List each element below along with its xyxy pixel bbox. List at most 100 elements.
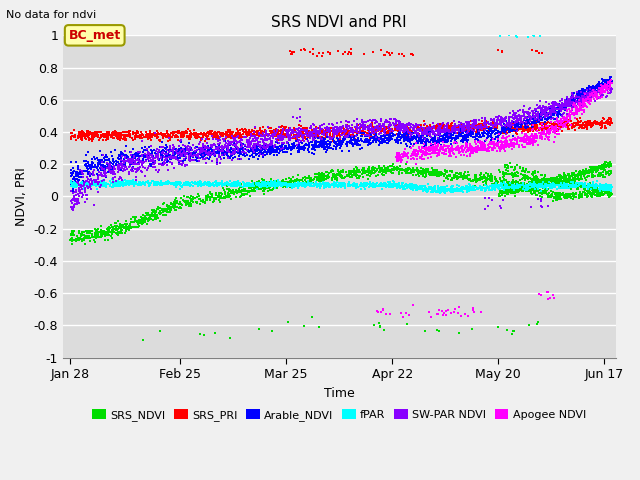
fPAR xyxy=(159,180,170,187)
SRS_PRI xyxy=(387,132,397,140)
SW-PAR NDVI xyxy=(444,128,454,135)
SRS_PRI xyxy=(493,128,503,135)
Apogee NDVI xyxy=(434,147,444,155)
SRS_NDVI xyxy=(155,204,165,212)
SW-PAR NDVI xyxy=(518,119,528,127)
SRS_NDVI xyxy=(100,228,110,236)
Arable_NDVI xyxy=(363,138,373,145)
Arable_NDVI xyxy=(605,74,615,82)
SW-PAR NDVI xyxy=(291,125,301,133)
Arable_NDVI xyxy=(200,152,211,159)
Apogee NDVI xyxy=(597,82,607,90)
SRS_PRI xyxy=(587,121,597,129)
Arable_NDVI xyxy=(304,143,314,151)
Apogee NDVI xyxy=(501,143,511,151)
fPAR xyxy=(97,179,107,186)
fPAR xyxy=(448,182,458,190)
Arable_NDVI xyxy=(330,139,340,146)
Arable_NDVI xyxy=(438,138,448,146)
Apogee NDVI xyxy=(588,89,598,96)
SW-PAR NDVI xyxy=(179,156,189,163)
Arable_NDVI xyxy=(498,124,508,132)
Apogee NDVI xyxy=(437,144,447,152)
fPAR xyxy=(454,187,465,194)
SRS_PRI xyxy=(379,51,389,59)
Arable_NDVI xyxy=(138,148,148,156)
SW-PAR NDVI xyxy=(300,131,310,138)
SRS_NDVI xyxy=(97,231,107,239)
SRS_PRI xyxy=(517,121,527,129)
Arable_NDVI xyxy=(561,102,572,110)
SRS_NDVI xyxy=(600,164,610,171)
SW-PAR NDVI xyxy=(172,149,182,156)
SW-PAR NDVI xyxy=(144,154,154,161)
Arable_NDVI xyxy=(468,131,479,138)
Apogee NDVI xyxy=(492,142,502,150)
SRS_NDVI xyxy=(510,189,520,197)
SRS_NDVI xyxy=(181,201,191,209)
SRS_PRI xyxy=(486,126,497,134)
fPAR xyxy=(340,180,350,188)
SRS_PRI xyxy=(165,133,175,141)
Arable_NDVI xyxy=(371,136,381,144)
Arable_NDVI xyxy=(292,144,302,152)
SRS_NDVI xyxy=(518,184,529,192)
SRS_NDVI xyxy=(516,168,527,175)
SW-PAR NDVI xyxy=(128,165,138,172)
SRS_PRI xyxy=(310,132,320,139)
Arable_NDVI xyxy=(511,123,522,131)
SRS_PRI xyxy=(223,131,234,139)
SRS_NDVI xyxy=(237,187,247,195)
SW-PAR NDVI xyxy=(328,126,338,134)
SRS_NDVI xyxy=(85,237,95,244)
Apogee NDVI xyxy=(424,143,435,151)
Arable_NDVI xyxy=(74,168,84,176)
SW-PAR NDVI xyxy=(504,122,514,130)
fPAR xyxy=(491,179,501,187)
SRS_NDVI xyxy=(319,179,330,187)
SW-PAR NDVI xyxy=(216,159,226,167)
Arable_NDVI xyxy=(436,132,446,140)
fPAR xyxy=(323,180,333,187)
SRS_PRI xyxy=(571,120,581,128)
SRS_NDVI xyxy=(136,218,146,226)
SRS_PRI xyxy=(482,119,492,127)
SW-PAR NDVI xyxy=(575,94,585,101)
Arable_NDVI xyxy=(597,81,607,88)
fPAR xyxy=(190,180,200,188)
SW-PAR NDVI xyxy=(283,133,293,141)
SRS_NDVI xyxy=(394,168,404,176)
SRS_NDVI xyxy=(518,166,528,173)
Arable_NDVI xyxy=(179,156,189,163)
fPAR xyxy=(300,183,310,191)
SW-PAR NDVI xyxy=(223,141,233,148)
SW-PAR NDVI xyxy=(67,199,77,207)
Arable_NDVI xyxy=(536,108,547,116)
SW-PAR NDVI xyxy=(467,123,477,131)
SRS_NDVI xyxy=(104,223,115,231)
Arable_NDVI xyxy=(191,147,201,155)
Apogee NDVI xyxy=(531,130,541,138)
fPAR xyxy=(298,181,308,189)
SW-PAR NDVI xyxy=(557,106,567,113)
fPAR xyxy=(493,185,504,192)
fPAR xyxy=(93,182,104,190)
SW-PAR NDVI xyxy=(204,151,214,159)
SRS_NDVI xyxy=(524,168,534,176)
SW-PAR NDVI xyxy=(371,124,381,132)
SRS_NDVI xyxy=(600,164,611,171)
SRS_NDVI xyxy=(532,180,543,188)
SW-PAR NDVI xyxy=(228,145,239,153)
SW-PAR NDVI xyxy=(68,195,78,203)
SRS_PRI xyxy=(337,130,347,137)
SRS_NDVI xyxy=(522,172,532,180)
SW-PAR NDVI xyxy=(487,116,497,124)
SW-PAR NDVI xyxy=(188,156,198,164)
fPAR xyxy=(113,182,123,190)
SRS_NDVI xyxy=(530,176,540,183)
SRS_PRI xyxy=(307,129,317,137)
SW-PAR NDVI xyxy=(595,88,605,96)
SRS_NDVI xyxy=(159,200,170,207)
Arable_NDVI xyxy=(591,83,602,90)
Apogee NDVI xyxy=(499,134,509,142)
